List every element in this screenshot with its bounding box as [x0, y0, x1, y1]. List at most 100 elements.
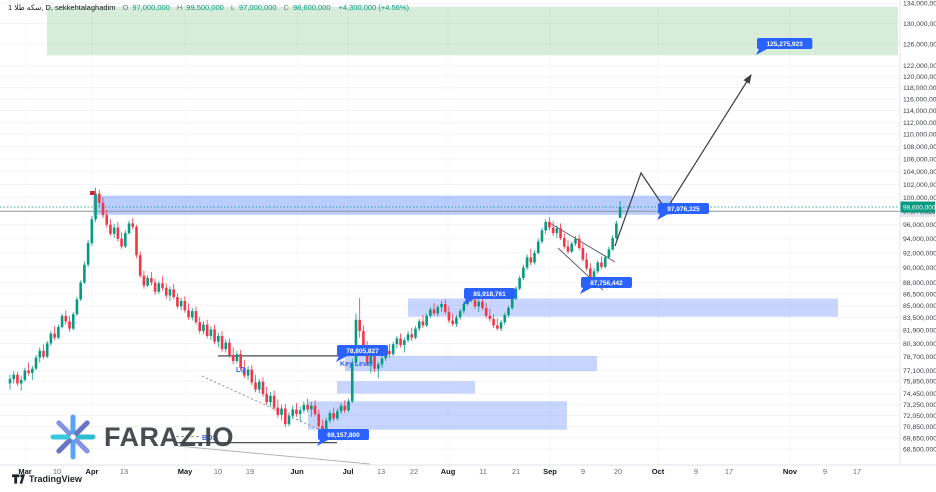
candle-body	[492, 319, 495, 326]
flag-channel-upper[interactable]	[547, 221, 616, 263]
candle	[496, 318, 499, 331]
candle-body	[399, 338, 402, 346]
price-callout-badge[interactable]: 97,976,325	[657, 203, 709, 220]
faraz-watermark: FARAZ.IO	[50, 414, 234, 460]
candle	[86, 240, 90, 267]
candle	[257, 379, 261, 394]
candle-body	[559, 228, 562, 239]
candle-body	[97, 193, 101, 203]
key-level-zone-79m[interactable]	[345, 355, 597, 372]
sweep-extension-line[interactable]	[177, 445, 371, 465]
candle-body	[577, 238, 581, 248]
candle-body	[190, 311, 194, 318]
candle-body	[138, 255, 142, 276]
close-label: C	[283, 2, 289, 12]
candle	[57, 324, 60, 340]
faraz-snowflake-icon	[50, 414, 96, 460]
candle-body	[276, 407, 280, 415]
candle	[518, 275, 521, 291]
candle	[522, 264, 525, 281]
candle-body	[548, 221, 551, 228]
candle	[525, 254, 529, 270]
time-tick-label: 19	[246, 467, 254, 476]
candle	[310, 402, 313, 417]
candle	[358, 297, 361, 338]
candle-body	[447, 311, 451, 321]
attribution-label: TradingView	[29, 474, 82, 484]
price-axis[interactable]: 134,000,000 130,000,000 126,000,000 122,000…	[900, 1, 936, 454]
lq-trendline[interactable]	[201, 375, 343, 441]
candle	[555, 225, 559, 239]
close-value: 98,600,000	[292, 2, 331, 12]
svg-text:98,600,000: 98,600,000	[903, 204, 936, 211]
candle-body	[585, 259, 588, 269]
candle-body	[164, 287, 168, 296]
demand-zone-73m[interactable]	[308, 401, 567, 430]
price-tick-label: 80,300,000	[903, 341, 936, 348]
candle	[112, 224, 116, 239]
price-callout-badge[interactable]: 87,756,442	[580, 277, 632, 294]
time-axis[interactable]: Mar 10 Apr 13 May 10 19 Jun Jul 13 22 Aug 11 21 Sep 9 20…	[18, 467, 861, 476]
candle-body	[551, 227, 555, 234]
target-zone[interactable]	[47, 6, 898, 56]
symbol-legend[interactable]: 1 سکه طلا, D, sekkehtalaghadim O 97,000,…	[8, 2, 409, 12]
candle	[235, 350, 239, 364]
candle-body	[291, 409, 295, 416]
annotation-text[interactable]: BOS	[202, 435, 218, 442]
candle-body	[536, 241, 540, 254]
demand-zone-75m[interactable]	[337, 381, 475, 394]
candle	[127, 220, 131, 235]
annotation-text[interactable]: LQ	[236, 367, 246, 374]
candle	[429, 307, 432, 319]
candle-body	[153, 282, 157, 292]
candle	[492, 314, 495, 328]
candle-body	[235, 354, 239, 361]
candle-body	[443, 304, 447, 312]
candle-body	[403, 340, 406, 346]
candle	[94, 187, 97, 222]
candle-body	[544, 221, 547, 231]
annotation-text[interactable]: Key Level	[340, 361, 373, 368]
candle	[194, 306, 198, 325]
resistance-zone[interactable]	[93, 195, 672, 215]
candle-body	[250, 369, 254, 383]
price-callout-badge[interactable]: 69,157,800	[317, 429, 369, 446]
candle-body	[101, 202, 105, 216]
candle-body	[391, 344, 395, 355]
time-tick-label: 17	[853, 467, 861, 476]
candle-body	[596, 262, 600, 272]
price-tick-label: 90,000,000	[903, 265, 936, 272]
candle-body	[146, 278, 149, 286]
price-tick-label: 116,000,000	[903, 96, 936, 103]
candle	[566, 240, 570, 254]
price-callout-badge[interactable]: 85,918,761	[463, 288, 515, 305]
candle	[503, 312, 507, 325]
candle	[615, 220, 618, 240]
candle-body	[562, 238, 566, 247]
candle-body	[589, 268, 592, 281]
price-callout-badge[interactable]: 78,805,827	[336, 345, 388, 362]
candle	[42, 344, 45, 360]
candle-body	[477, 301, 481, 307]
candle	[31, 366, 34, 380]
symbol-name[interactable]: 1 سکه طلا, D, sekkehtalaghadim	[8, 2, 116, 12]
supply-zone-86m[interactable]	[408, 298, 838, 317]
tradingview-attribution[interactable]: TradingView	[12, 474, 82, 484]
candle-body	[369, 355, 373, 363]
candle	[101, 197, 105, 218]
candle-body	[332, 413, 335, 419]
candle	[287, 412, 291, 427]
price-callout-badge[interactable]: 125,275,923	[756, 38, 813, 55]
time-tick-label: 17	[725, 467, 733, 476]
candle-body	[496, 325, 499, 329]
price-tick-label: 72,050,000	[903, 413, 936, 420]
zone-origin-marker	[90, 191, 95, 195]
candle	[116, 221, 120, 242]
candle-body	[283, 408, 287, 425]
candle	[19, 376, 23, 391]
candle-body	[287, 415, 291, 425]
projection-arrow[interactable]	[614, 73, 752, 247]
price-tick-label: 83,500,000	[903, 315, 936, 322]
